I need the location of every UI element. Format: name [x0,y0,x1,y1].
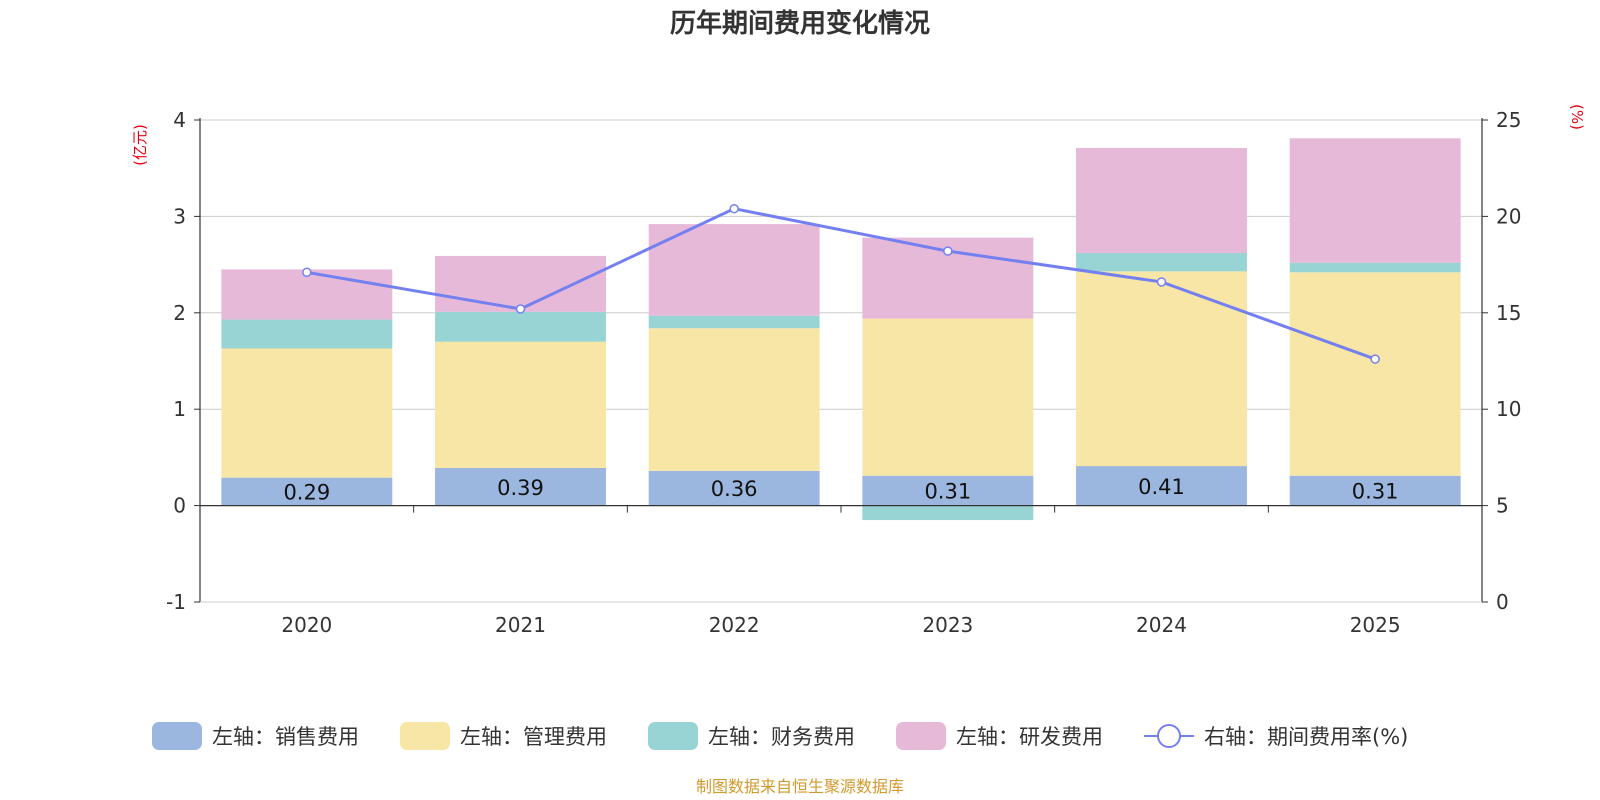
source-note: 制图数据来自恒生聚源数据库 [696,777,904,796]
x-tick-label: 2020 [281,613,332,637]
data-label-2021: 0.39 [497,476,544,500]
rate-point-2024 [1156,277,1167,287]
rate-point-2022 [729,203,739,214]
data-label-2025: 0.31 [1352,480,1399,504]
bar-2022-s3 [648,224,820,316]
right-axis-unit: (%) [1568,104,1586,130]
bar-2022-s1 [648,328,820,471]
bar-2023-s1 [862,318,1034,476]
x-tick-label: 2024 [1136,613,1187,637]
legend-swatch-0 [152,722,202,750]
left-tick-label: 4 [173,108,186,132]
data-label-2023: 0.31 [924,480,971,504]
right-tick-label: 25 [1496,108,1521,132]
x-tick-label: 2022 [709,613,760,637]
right-tick-label: 10 [1496,397,1521,421]
data-labels: 0.29 0.39 0.36 0.31 0.41 0.31 [283,475,1398,505]
bar-2020-s0 [221,477,393,506]
rate-point-2025 [1370,354,1380,364]
bar-2023-s2 [862,505,1034,521]
x-tick-label: 2023 [922,613,973,637]
bar-2025-s1 [1289,272,1461,476]
rate-point-2020 [302,267,312,278]
rate-point-2021 [515,304,526,314]
legend-swatch-2 [648,722,698,750]
left-axis-unit: (亿元) [131,124,149,166]
bar-2025-s3 [1289,138,1461,263]
data-label-2024: 0.41 [1138,475,1185,499]
chart-title: 历年期间费用变化情况 [670,8,930,39]
bar-2025-s0 [1289,475,1461,506]
right-tick-label: 20 [1496,204,1521,228]
data-label-2020: 0.29 [283,481,330,505]
bar-2023-s0 [862,475,1034,506]
bar-2020-s3 [221,269,393,320]
legend-swatch-3 [896,722,946,750]
bar-2022-s0 [648,470,820,506]
bar-2022-s2 [648,315,820,329]
bar-2020-s2 [221,319,393,349]
rate-point-2023 [943,246,953,256]
legend-label-4: 右轴：期间费用率(%) [1204,725,1408,749]
bar-2020-s1 [221,348,393,478]
left-tick-label: 3 [173,204,186,228]
bars [221,138,1461,521]
legend-label-3: 左轴：研发费用 [956,725,1103,749]
legend: 左轴：销售费用 左轴：管理费用 左轴：财务费用 左轴：研发费用 右轴：期间费用率(%) [152,722,1408,750]
bar-2021-s2 [435,311,606,342]
legend-label-0: 左轴：销售费用 [212,725,359,749]
x-tick-label: 2025 [1350,613,1401,637]
left-tick-label: -1 [166,590,186,614]
left-tick-label: 2 [173,301,186,325]
right-tick-label: 5 [1496,494,1509,518]
bar-2021-s3 [435,255,606,312]
bar-2024-s2 [1076,253,1247,272]
bar-2021-s0 [435,468,606,506]
bar-2021-s1 [435,341,606,469]
left-tick-label: 0 [173,494,186,518]
rate-line-path [306,207,1376,361]
data-label-2022: 0.36 [711,477,758,501]
bar-2024-s0 [1076,466,1247,506]
legend-swatch-1 [400,722,450,750]
legend-label-2: 左轴：财务费用 [708,725,855,749]
rate-line [302,203,1380,364]
bar-2024-s3 [1076,147,1247,254]
bar-2024-s1 [1076,271,1247,467]
right-tick-label: 0 [1496,590,1509,614]
right-tick-label: 15 [1496,301,1521,325]
x-tick-label: 2021 [495,613,546,637]
left-tick-label: 1 [173,397,186,421]
legend-line-marker [1157,724,1181,748]
bar-2025-s2 [1289,262,1461,273]
legend-label-1: 左轴：管理费用 [460,725,607,749]
